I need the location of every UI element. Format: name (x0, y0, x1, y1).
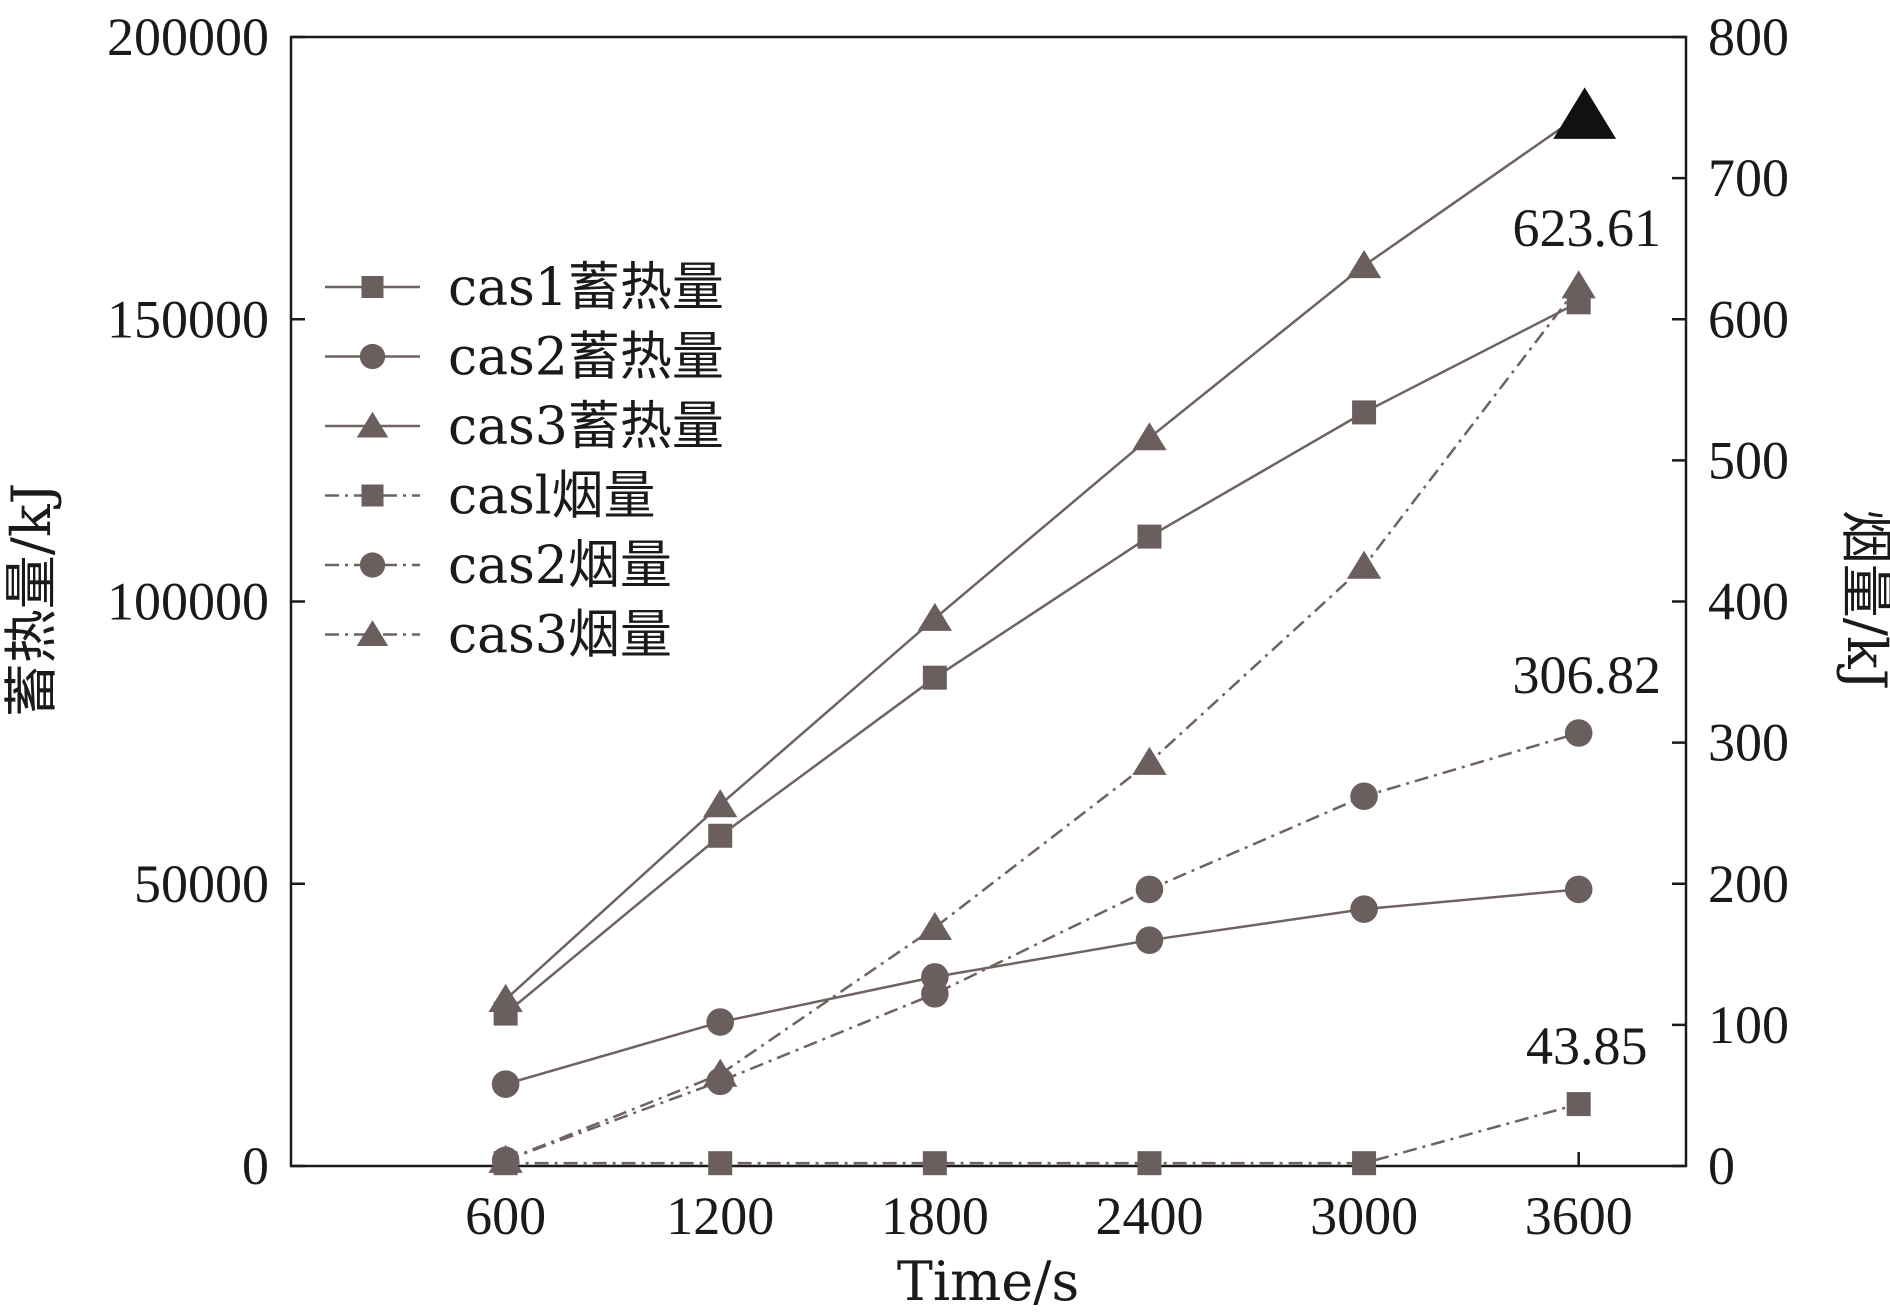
data-point (921, 980, 949, 1008)
legend-label: cas2蓄热量 (448, 328, 724, 388)
data-label: 43.85 (1526, 1016, 1648, 1076)
data-point (708, 1151, 733, 1176)
data-point (1352, 1151, 1377, 1176)
x-tick-label: 3000 (1310, 1186, 1418, 1246)
left-axis-title: 蓄热量/kJ (0, 483, 63, 718)
legend-item: cas1蓄热量 (325, 258, 724, 318)
right-tick-label: 700 (1708, 148, 1789, 208)
x-tick-label: 3600 (1525, 1186, 1633, 1246)
legend-marker (359, 343, 386, 370)
data-label: 306.82 (1512, 645, 1661, 705)
right-tick-label: 200 (1708, 854, 1789, 914)
legend-label: cas3烟量 (448, 606, 672, 666)
series-line (504, 115, 1580, 1001)
series-5 (491, 719, 1593, 1175)
series-layer (488, 87, 1617, 1176)
data-label: 623.61 (1512, 198, 1661, 258)
data-point (1137, 1151, 1162, 1176)
data-point (1346, 250, 1382, 279)
legend-label: cas2烟量 (448, 536, 672, 596)
right-axis-title: 烟量/kJ (1835, 510, 1890, 691)
legend-label: cas1蓄热量 (448, 258, 724, 318)
series-line (505, 888, 1579, 1086)
legend-marker (356, 411, 389, 438)
data-point (703, 1058, 738, 1087)
series-2 (491, 875, 1593, 1098)
legend-marker (361, 484, 384, 507)
legend-item: cas3烟量 (325, 606, 672, 666)
right-tick-label: 500 (1708, 430, 1789, 490)
left-tick-label: 200000 (107, 7, 269, 67)
data-point (1564, 875, 1593, 904)
highlight-marker (1553, 87, 1617, 139)
series-line (505, 731, 1580, 1162)
data-point (1566, 1092, 1591, 1117)
left-tick-label: 0 (242, 1136, 269, 1196)
series-line (505, 285, 1580, 1162)
data-point (1350, 782, 1378, 811)
series-line (505, 1102, 1580, 1165)
legend-label: casl烟量 (448, 467, 655, 527)
x-tick-label: 2400 (1095, 1186, 1203, 1246)
right-axis: 0 100 200 300 400 500 600 700 800 (1672, 7, 1789, 1196)
x-tick-label: 600 (465, 1186, 546, 1246)
right-tick-label: 400 (1708, 572, 1789, 632)
right-tick-label: 300 (1708, 713, 1789, 773)
series-4 (493, 1092, 1591, 1176)
legend-label: cas3蓄热量 (448, 397, 724, 457)
data-point (488, 983, 523, 1012)
data-point (488, 1144, 523, 1173)
data-point (1346, 550, 1382, 579)
data-point (1352, 400, 1377, 425)
data-point (917, 911, 953, 940)
legend-marker (361, 276, 384, 298)
series-6 (488, 270, 1596, 1173)
data-point (708, 823, 733, 848)
data-point (1561, 270, 1596, 299)
data-point (917, 602, 953, 631)
left-tick-label: 100000 (107, 572, 269, 632)
legend-item: casl烟量 (325, 467, 655, 527)
data-point (491, 1070, 520, 1098)
legend-item: cas3蓄热量 (325, 397, 724, 457)
data-point (922, 1151, 947, 1176)
x-tick-label: 1200 (666, 1186, 774, 1246)
data-point (703, 789, 738, 818)
right-tick-label: 100 (1708, 995, 1789, 1055)
legend-marker (359, 552, 386, 578)
data-point (1135, 926, 1164, 954)
x-axis-title: Time/s (897, 1250, 1079, 1313)
annotations: 623.61 306.82 43.85 (1512, 198, 1661, 1076)
x-axis: 600 1200 1800 2400 3000 3600 (465, 1152, 1633, 1246)
legend-item: cas2蓄热量 (325, 328, 724, 388)
data-point (1132, 422, 1167, 451)
data-point (1132, 746, 1167, 775)
data-point (706, 1008, 735, 1036)
data-point (1137, 524, 1162, 549)
right-tick-label: 600 (1708, 289, 1789, 349)
x-tick-label: 1800 (881, 1186, 989, 1246)
right-tick-label: 0 (1708, 1136, 1735, 1196)
left-tick-label: 150000 (107, 289, 269, 349)
left-axis: 0 50000 100000 150000 200000 (107, 7, 305, 1196)
left-tick-label: 50000 (134, 854, 269, 914)
data-point (1135, 875, 1164, 904)
legend-item: cas2烟量 (325, 536, 672, 596)
series-line (504, 301, 1580, 1015)
legend: cas1蓄热量 cas2蓄热量 cas3蓄热量 casl烟量 cas2烟量 cas3烟量 (325, 258, 724, 666)
data-point (1564, 719, 1593, 747)
legend-marker (356, 620, 389, 646)
right-tick-label: 800 (1708, 7, 1789, 67)
data-point (922, 665, 947, 690)
data-point (1350, 895, 1378, 923)
